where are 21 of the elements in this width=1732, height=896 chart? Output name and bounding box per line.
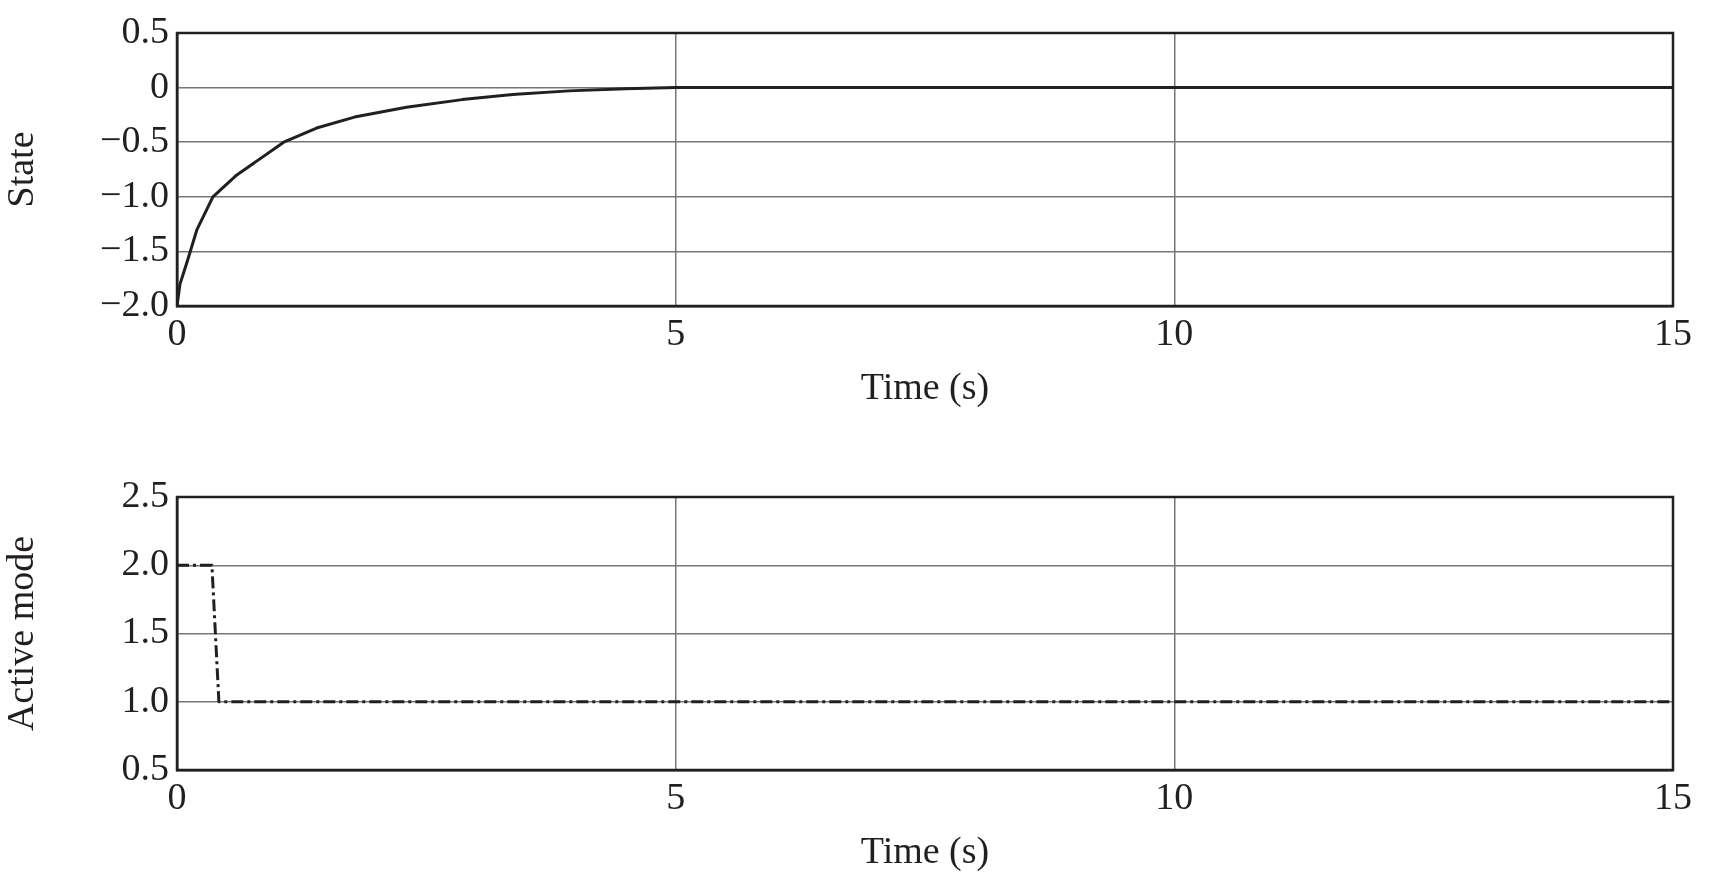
y-axis-title: State: [0, 131, 41, 208]
y-tick-label: 2.0: [121, 541, 169, 584]
y-tick-label: −1.5: [100, 227, 169, 270]
y-tick-label: 1.0: [121, 677, 169, 720]
y-tick-label: 1.5: [121, 609, 169, 652]
x-tick-label: 5: [666, 774, 686, 817]
y-axis-title: Active mode: [0, 535, 41, 732]
y-tick-label: 0.5: [121, 8, 169, 51]
y-tick-label: 0.5: [121, 745, 169, 788]
y-tick-label: 2.5: [121, 472, 169, 515]
y-tick-label: 0: [150, 63, 169, 106]
x-tick-label: 10: [1155, 310, 1194, 353]
x-tick-label: 15: [1654, 774, 1692, 817]
y-tick-label: −0.5: [100, 118, 169, 161]
y-tick-label: −1.0: [100, 172, 169, 215]
x-tick-label: 5: [666, 310, 686, 353]
x-tick-label: 10: [1155, 774, 1194, 817]
x-axis-title: Time (s): [860, 829, 990, 873]
y-tick-label: −2.0: [100, 281, 169, 324]
x-tick-label: 15: [1654, 310, 1692, 353]
x-axis-title: Time (s): [860, 365, 990, 409]
